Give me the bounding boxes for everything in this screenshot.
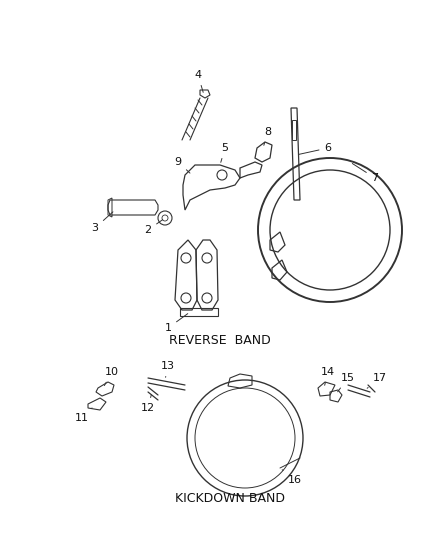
Text: 13: 13 xyxy=(161,361,175,377)
Text: 5: 5 xyxy=(221,143,229,163)
Text: 10: 10 xyxy=(104,367,119,385)
Text: 17: 17 xyxy=(367,373,387,388)
Text: 16: 16 xyxy=(282,470,302,485)
Text: 4: 4 xyxy=(194,70,203,92)
Text: 7: 7 xyxy=(352,164,378,183)
Text: 11: 11 xyxy=(75,408,92,423)
Text: 2: 2 xyxy=(145,220,163,235)
Text: 6: 6 xyxy=(299,143,332,155)
Text: 1: 1 xyxy=(165,313,188,333)
Text: 15: 15 xyxy=(338,373,355,392)
Text: REVERSE  BAND: REVERSE BAND xyxy=(169,334,271,346)
Text: KICKDOWN BAND: KICKDOWN BAND xyxy=(175,491,285,505)
Text: 9: 9 xyxy=(174,157,190,173)
Text: 8: 8 xyxy=(264,127,272,146)
Text: 12: 12 xyxy=(141,395,155,413)
Text: 14: 14 xyxy=(321,367,335,385)
Text: 3: 3 xyxy=(92,212,113,233)
